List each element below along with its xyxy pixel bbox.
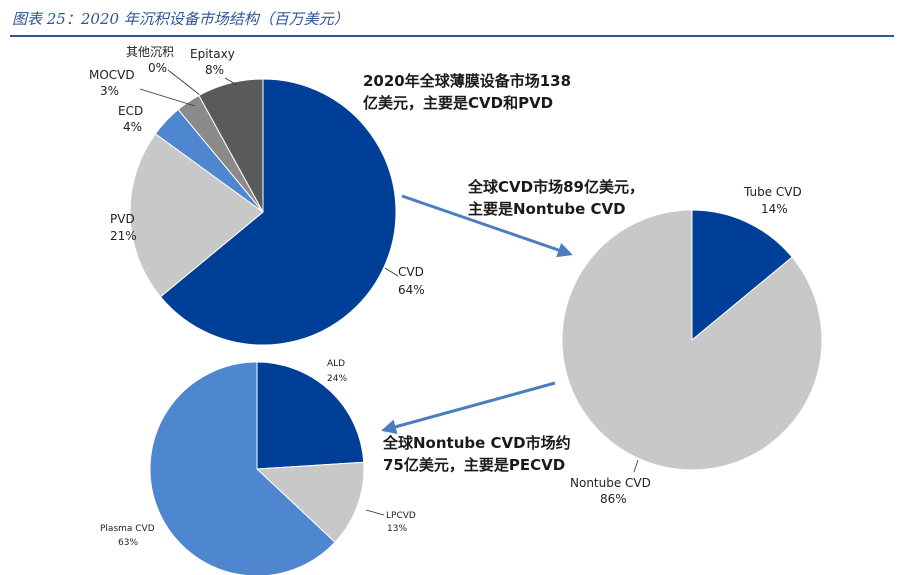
- label-other-deposition: 其他沉积: [126, 45, 174, 59]
- leader-nontube-cvd: [633, 459, 639, 473]
- slice-epitaxy: [198, 78, 264, 213]
- pie-cvd-market: Tube CVD 14% Nontube CVD 86%: [561, 185, 823, 506]
- annotation-thin-film-line2: 亿美元，主要是CVD和PVD: [363, 94, 554, 112]
- value-cvd: 64%: [398, 283, 425, 297]
- figure-title: 图表 25：2020 年沉积设备市场结构（百万美元）: [12, 10, 349, 28]
- slice-lpcvd: [255, 461, 365, 543]
- value-ecd: 4%: [123, 120, 142, 134]
- value-pvd: 21%: [110, 229, 137, 243]
- pie-thin-film-market: CVD 64% PVD 21% ECD 4% MOCVD 3% 其他沉积 0% Epitaxy 8%: [89, 45, 425, 346]
- slice-ald: [256, 361, 365, 470]
- label-epitaxy: Epitaxy: [190, 47, 235, 61]
- value-lpcvd: 13%: [387, 524, 407, 534]
- annotation-cvd: 全球CVD市场89亿美元， 主要是Nontube CVD: [468, 176, 644, 220]
- label-tube-cvd: Tube CVD: [743, 185, 802, 199]
- annotation-nontube-line1: 全球Nontube CVD市场约: [383, 434, 571, 452]
- annotation-cvd-line1: 全球CVD市场89亿美元，: [468, 178, 644, 196]
- arrow-to-cvd-pie: [401, 194, 573, 258]
- label-nontube-cvd: Nontube CVD: [570, 476, 651, 490]
- slice-cvd: [159, 78, 397, 346]
- leader-lpcvd: [365, 509, 385, 516]
- slice-tube-cvd: [691, 209, 793, 342]
- arrow-to-nontube-pie: [381, 381, 556, 435]
- annotation-cvd-line2: 主要是Nontube CVD: [468, 200, 626, 218]
- label-ecd: ECD: [118, 104, 143, 118]
- pie-nontube-cvd-market: ALD 24% LPCVD 13% Plasma CVD 63%: [100, 359, 416, 575]
- label-ald: ALD: [327, 359, 345, 369]
- leader-other-deposition: [167, 69, 206, 100]
- slice-nontube-cvd: [561, 209, 823, 471]
- slice-plasma-cvd: [149, 361, 336, 575]
- value-tube-cvd: 14%: [761, 202, 788, 216]
- slice-pvd: [129, 133, 264, 298]
- label-cvd: CVD: [398, 265, 424, 279]
- annotation-nontube-line2: 75亿美元，主要是PECVD: [383, 456, 566, 474]
- label-lpcvd: LPCVD: [386, 511, 416, 521]
- leader-epitaxy: [224, 77, 238, 86]
- value-nontube-cvd: 86%: [600, 492, 627, 506]
- annotation-nontube: 全球Nontube CVD市场约 75亿美元，主要是PECVD: [383, 432, 571, 476]
- leader-cvd: [384, 267, 399, 277]
- annotation-thin-film-line1: 2020年全球薄膜设备市场138: [363, 72, 572, 90]
- annotation-thin-film: 2020年全球薄膜设备市场138 亿美元，主要是CVD和PVD: [363, 70, 571, 114]
- label-plasma-cvd: Plasma CVD: [100, 524, 155, 534]
- value-epitaxy: 8%: [205, 63, 224, 77]
- leader-mocvd: [139, 88, 196, 107]
- value-mocvd: 3%: [100, 84, 119, 98]
- label-mocvd: MOCVD: [89, 68, 135, 82]
- title-divider: [10, 35, 894, 37]
- label-pvd: PVD: [110, 212, 135, 226]
- value-other-deposition: 0%: [148, 61, 167, 75]
- value-ald: 24%: [327, 374, 347, 384]
- value-plasma-cvd: 63%: [118, 538, 138, 548]
